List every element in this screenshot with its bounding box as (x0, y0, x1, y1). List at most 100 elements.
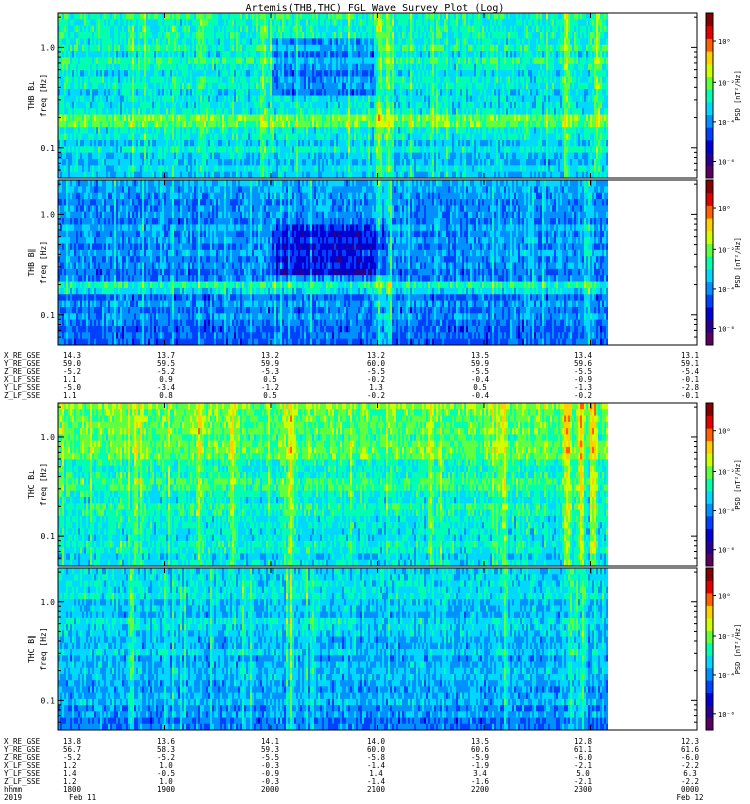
spectrogram-cell (184, 96, 186, 103)
spectrogram-cell (550, 76, 552, 83)
spectrogram-cell (348, 102, 350, 109)
spectrogram-cell (314, 102, 316, 109)
spectrogram-cell (150, 19, 152, 26)
spectrogram-cell (424, 51, 426, 58)
spectrogram-cell (538, 70, 540, 77)
spectrogram-cell (100, 57, 102, 64)
spectrogram-cell (292, 70, 294, 77)
spectrogram-cell (232, 64, 234, 71)
spectrogram-cell (366, 64, 368, 71)
spectrogram-cell (450, 102, 452, 109)
spectrogram-cell (200, 19, 202, 26)
spectrogram-cell (112, 127, 114, 134)
spectrogram-cell (398, 64, 400, 71)
spectrogram-cell (530, 89, 532, 96)
spectrogram-cell (104, 127, 106, 134)
spectrogram-cell (294, 115, 296, 122)
spectrogram-cell (490, 102, 492, 109)
spectrogram-cell (156, 115, 158, 122)
spectrogram-cell (580, 13, 582, 20)
spectrogram-cell (290, 38, 292, 45)
spectrogram-cell (300, 76, 302, 83)
spectrogram-cell (80, 108, 82, 115)
spectrogram-cell (488, 26, 490, 33)
spectrogram-cell (446, 121, 448, 128)
spectrogram-cell (516, 19, 518, 26)
spectrogram-cell (234, 89, 236, 96)
spectrogram-cell (456, 32, 458, 39)
spectrogram-cell (432, 13, 434, 20)
spectrogram-cell (222, 102, 224, 109)
spectrogram-cell (184, 26, 186, 33)
spectrogram-cell (348, 26, 350, 33)
spectrogram-cell (86, 89, 88, 96)
spectrogram-cell (604, 96, 606, 103)
spectrogram-cell (468, 96, 470, 103)
spectrogram-cell (88, 57, 90, 64)
spectrogram-cell (296, 89, 298, 96)
spectrogram-cell (148, 115, 150, 122)
spectrogram-cell (244, 115, 246, 122)
spectrogram-cell (372, 89, 374, 96)
spectrogram-cell (532, 45, 534, 52)
spectrogram-cell (360, 89, 362, 96)
spectrogram-cell (260, 19, 262, 26)
spectrogram-cell (428, 32, 430, 39)
spectrogram-cell (80, 38, 82, 45)
spectrogram-cell (370, 26, 372, 33)
spectrogram-cell (70, 76, 72, 83)
spectrogram-cell (180, 108, 182, 115)
spectrogram-cell (66, 45, 68, 52)
spectrogram-cell (358, 70, 360, 77)
spectrogram-cell (206, 57, 208, 64)
spectrogram-cell (268, 76, 270, 83)
spectrogram-cell (360, 102, 362, 109)
spectrogram-cell (488, 57, 490, 64)
spectrogram-cell (600, 70, 602, 77)
spectrogram-cell (486, 51, 488, 58)
spectrogram-cell (220, 70, 222, 77)
spectrogram-cell (548, 76, 550, 83)
spectrogram-cell (552, 83, 554, 90)
spectrogram-cell (240, 108, 242, 115)
spectrogram-cell (136, 102, 138, 109)
spectrogram-cell (524, 108, 526, 115)
spectrogram-cell (480, 121, 482, 128)
spectrogram-cell (66, 102, 68, 109)
spectrogram-cell (276, 83, 278, 90)
spectrogram-cell (260, 38, 262, 45)
spectrogram-cell (556, 89, 558, 96)
spectrogram-cell (602, 64, 604, 71)
spectrogram-cell (348, 115, 350, 122)
spectrogram-cell (148, 45, 150, 52)
spectrogram-cell (312, 121, 314, 128)
spectrogram-cell (524, 102, 526, 109)
spectrogram-cell (256, 45, 258, 52)
spectrogram-cell (304, 32, 306, 39)
spectrogram-cell (426, 32, 428, 39)
spectrogram-cell (374, 102, 376, 109)
spectrogram-cell (390, 102, 392, 109)
spectrogram-cell (258, 76, 260, 83)
spectrogram-cell (300, 121, 302, 128)
spectrogram-cell (556, 121, 558, 128)
spectrogram-cell (526, 64, 528, 71)
spectrogram-cell (384, 108, 386, 115)
spectrogram-cell (522, 26, 524, 33)
spectrogram-cell (360, 51, 362, 58)
spectrogram-cell (182, 83, 184, 90)
spectrogram-cell (304, 83, 306, 90)
spectrogram-cell (212, 89, 214, 96)
spectrogram-cell (522, 51, 524, 58)
spectrogram-cell (110, 121, 112, 128)
spectrogram-cell (536, 115, 538, 122)
spectrogram-cell (352, 57, 354, 64)
spectrogram-cell (330, 19, 332, 26)
spectrogram-cell (140, 121, 142, 128)
spectrogram-cell (588, 70, 590, 77)
spectrogram-cell (516, 115, 518, 122)
spectrogram-cell (316, 108, 318, 115)
spectrogram-cell (432, 89, 434, 96)
spectrogram-cell (384, 26, 386, 33)
spectrogram-cell (126, 108, 128, 115)
